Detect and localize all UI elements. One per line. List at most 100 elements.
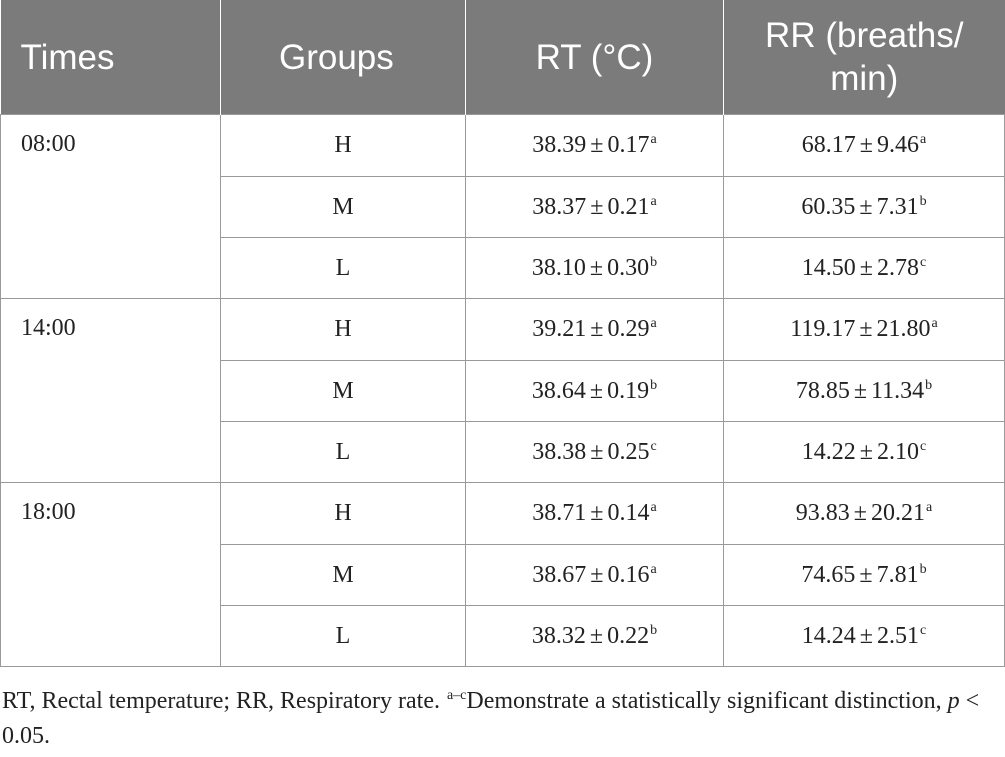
cell-rt: 38.71 ±0.14a: [465, 482, 724, 545]
plus-minus-symbol: ±: [589, 254, 604, 281]
rt-sd: 0.30: [607, 254, 650, 281]
rt-mean: 38.37: [532, 193, 587, 220]
table-row: 14:00 H 39.21 ±0.29a 119.17 ±21.80a: [0, 298, 1005, 483]
plus-minus-symbol: ±: [859, 438, 873, 465]
cell-group: M: [220, 544, 466, 606]
rt-sd: 0.19: [607, 377, 650, 404]
cell-rr: 60.35 ±7.31b: [723, 176, 1005, 238]
rt-mean: 38.38: [532, 438, 587, 465]
rt-mean: 38.64: [531, 377, 586, 404]
plus-minus-symbol: ±: [859, 132, 873, 158]
plus-minus-symbol: ±: [590, 193, 604, 220]
cell-time: 14:00: [0, 298, 221, 483]
plus-minus-symbol: ±: [853, 377, 868, 404]
rr-significance-letter: b: [925, 377, 933, 393]
plus-minus-symbol: ±: [859, 622, 873, 649]
rt-significance-letter: c: [650, 438, 657, 454]
cell-rr: 74.65 ±7.81b: [723, 544, 1005, 606]
rr-sd: 2.78: [876, 254, 919, 281]
rr-mean: 93.83: [795, 500, 850, 526]
rt-mean: 38.39: [532, 132, 587, 158]
rr-mean: 74.65: [801, 561, 856, 588]
cell-time: 18:00: [0, 482, 221, 667]
rt-sd: 0.17: [607, 132, 650, 158]
rt-mean: 38.10: [531, 254, 586, 281]
rt-sd: 0.16: [607, 561, 650, 588]
header-groups: Groups: [220, 0, 466, 115]
cell-rt: 38.38 ±0.25c: [465, 421, 724, 483]
rr-sd: 11.34: [871, 377, 925, 404]
rt-significance-letter: b: [650, 377, 658, 393]
cell-rr: 78.85 ±11.34b: [723, 360, 1005, 422]
rt-significance-letter: a: [650, 500, 657, 515]
rt-sd: 0.14: [607, 500, 650, 526]
data-table-container: Times Groups RT (°C) RR (breaths/ min) 0…: [0, 0, 1005, 667]
rr-significance-letter: c: [919, 254, 927, 270]
cell-group: L: [220, 421, 466, 483]
header-rr: RR (breaths/ min): [723, 0, 1005, 115]
rr-sd: 20.21: [870, 500, 925, 526]
plus-minus-symbol: ±: [859, 316, 873, 342]
rr-mean: 14.50: [801, 254, 856, 281]
cell-rt: 38.39 ±0.17a: [465, 114, 724, 177]
data-table: Times Groups RT (°C) RR (breaths/ min) 0…: [0, 0, 1005, 667]
plus-minus-symbol: ±: [590, 561, 604, 588]
cell-rr: 14.24 ±2.51c: [723, 605, 1005, 667]
cell-rt: 38.32 ±0.22b: [465, 605, 724, 667]
cell-rt: 38.37 ±0.21a: [465, 176, 724, 238]
cell-rr: 14.50 ±2.78c: [723, 237, 1005, 299]
rr-significance-letter: a: [919, 132, 927, 147]
rr-significance-letter: c: [919, 438, 927, 454]
rt-mean: 38.71: [532, 500, 587, 526]
rr-sd: 9.46: [876, 132, 919, 158]
plus-minus-symbol: ±: [859, 254, 873, 281]
rt-sd: 0.25: [607, 438, 650, 465]
plus-minus-symbol: ±: [590, 316, 604, 342]
rt-sd: 0.29: [607, 316, 650, 342]
rt-significance-letter: a: [650, 561, 657, 577]
rt-mean: 39.21: [532, 316, 587, 342]
cell-rt: 39.21 ±0.29a: [465, 298, 724, 361]
rt-sd: 0.21: [607, 193, 650, 220]
rr-significance-letter: a: [931, 316, 938, 331]
header-row: Times Groups RT (°C) RR (breaths/ min): [0, 0, 1005, 115]
cell-time: 08:00: [0, 114, 221, 299]
rt-sd: 0.22: [607, 622, 650, 649]
rr-mean: 14.24: [801, 622, 856, 649]
footnote-text: Demonstrate a statistically significant …: [466, 688, 942, 714]
table-row: L 38.38 ±0.25c 14.22 ±2.10c: [1, 421, 1005, 483]
footnote-p-value: < 0.05.: [2, 688, 980, 749]
plus-minus-symbol: ±: [590, 500, 604, 526]
rr-sd: 7.31: [876, 193, 919, 220]
cell-group: H: [220, 482, 466, 545]
table-row: L 38.10 ±0.30b 14.50 ±2.78c: [1, 237, 1005, 299]
footnote-abbreviations: RT, Rectal temperature; RR, Respiratory …: [2, 688, 440, 714]
rr-sd: 21.80: [876, 316, 931, 342]
plus-minus-symbol: ±: [859, 561, 873, 588]
header-rt: RT (°C): [465, 0, 724, 115]
cell-rr: 14.22 ±2.10c: [723, 421, 1005, 483]
rr-mean: 14.22: [801, 438, 856, 465]
plus-minus-symbol: ±: [589, 622, 604, 649]
rr-mean: 78.85: [795, 377, 850, 404]
rr-significance-letter: b: [919, 193, 927, 209]
cell-rr: 68.17 ±9.46a: [723, 114, 1005, 177]
table-row: 18:00 H 38.71 ±0.14a 93.83 ±20.21a: [0, 482, 1005, 667]
rr-sd: 2.10: [876, 438, 919, 465]
plus-minus-symbol: ±: [859, 193, 873, 220]
cell-rt: 38.67 ±0.16a: [465, 544, 724, 606]
cell-group: L: [220, 605, 466, 667]
rt-significance-letter: b: [650, 622, 658, 638]
table-body: 08:00 H 38.39 ±0.17a 68.17 ±9.46a M 38.37 ±0.21a…: [0, 114, 1005, 667]
plus-minus-symbol: ±: [589, 377, 604, 404]
plus-minus-symbol: ±: [590, 438, 604, 465]
rr-sd: 2.51: [876, 622, 919, 649]
footnote-p-label: p: [947, 688, 960, 714]
cell-group: L: [220, 237, 466, 299]
cell-group: M: [220, 360, 466, 422]
rr-significance-letter: a: [925, 500, 933, 515]
table-row: M 38.64 ±0.19b 78.85 ±11.34b: [1, 360, 1005, 422]
table-footnote: RT, Rectal temperature; RR, Respiratory …: [2, 684, 1002, 754]
cell-group: M: [220, 176, 466, 238]
plus-minus-symbol: ±: [853, 500, 867, 526]
